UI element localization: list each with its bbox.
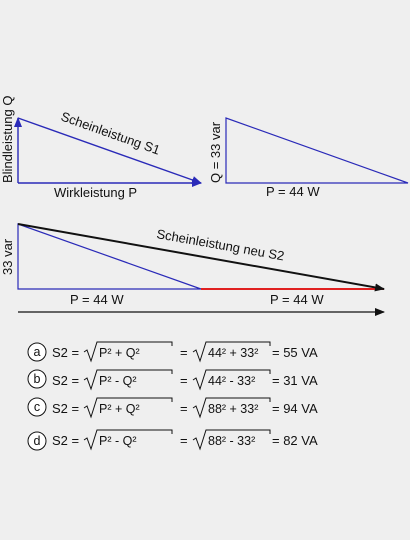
option-c-inner2: 88² + 33² [208, 402, 258, 416]
option-b-inner2: 44² - 33² [208, 374, 255, 388]
option-b-result: = 31 VA [272, 373, 318, 388]
t3-s-label: Scheinleistung neu S2 [155, 226, 285, 263]
option-d-inner1: P² - Q² [99, 434, 137, 448]
t3-p1-label: P = 44 W [70, 292, 124, 307]
option-c-inner1: P² + Q² [99, 402, 140, 416]
option-b-inner1: P² - Q² [99, 374, 137, 388]
option-d-inner2: 88² - 33² [208, 434, 255, 448]
t1-p-label: Wirkleistung P [54, 185, 137, 200]
t3-small-triangle [17, 223, 202, 290]
option-a-result: = 55 VA [272, 345, 318, 360]
option-a-root2 [192, 341, 271, 363]
option-a-root1 [83, 341, 173, 363]
option-c-root1 [83, 397, 173, 419]
option-a-lhs: S2 = [52, 345, 79, 360]
option-d-result: = 82 VA [272, 433, 318, 448]
option-c-eq: = [180, 401, 188, 416]
t3-s2-arrow [17, 223, 385, 292]
option-a-letter: a [34, 345, 41, 359]
triangle-1: Blindleistung Q Scheinleistung S1 Wirkle… [0, 96, 202, 200]
t3-p2-label: P = 44 W [270, 292, 324, 307]
t1-q-label: Blindleistung Q [0, 96, 15, 183]
t2-p-label: P = 44 W [266, 184, 320, 199]
option-d-circle[interactable] [27, 431, 47, 451]
option-b[interactable]: b S2 = P² - Q² = 44² - 33² = 31 VA [27, 369, 318, 391]
t2-q-label: Q = 33 var [208, 121, 223, 183]
option-b-root1 [83, 369, 173, 391]
option-b-root2 [192, 369, 271, 391]
option-a-eq: = [180, 345, 188, 360]
option-c-result: = 94 VA [272, 401, 318, 416]
option-d[interactable]: d S2 = P² - Q² = 88² - 33² = 82 VA [27, 429, 318, 451]
option-d-lhs: S2 = [52, 433, 79, 448]
option-c-lhs: S2 = [52, 401, 79, 416]
option-b-eq: = [180, 373, 188, 388]
option-b-lhs: S2 = [52, 373, 79, 388]
t2-shape [225, 117, 409, 184]
option-a[interactable]: a S2 = P² + Q² = 44² + 33² = 55 VA [27, 341, 318, 363]
option-c[interactable]: c S2 = P² + Q² = 88² + 33² = 94 VA [27, 397, 318, 419]
option-d-letter: d [34, 434, 41, 448]
option-a-inner1: P² + Q² [99, 346, 140, 360]
option-d-root1 [83, 429, 173, 451]
option-b-letter: b [34, 372, 41, 386]
option-a-circle[interactable] [27, 342, 47, 362]
option-c-letter: c [34, 400, 40, 414]
option-d-eq: = [180, 433, 188, 448]
triangle-3: 33 var Scheinleistung neu S2 P = 44 W P … [0, 223, 385, 316]
option-c-circle[interactable] [27, 397, 47, 417]
triangle-2: Q = 33 var P = 44 W [208, 117, 409, 199]
t3-q-label: 33 var [0, 238, 15, 275]
option-a-inner2: 44² + 33² [208, 346, 258, 360]
option-d-root2 [192, 429, 271, 451]
option-c-root2 [192, 397, 271, 419]
option-b-circle[interactable] [27, 369, 47, 389]
t1-s-arrow [17, 117, 202, 184]
